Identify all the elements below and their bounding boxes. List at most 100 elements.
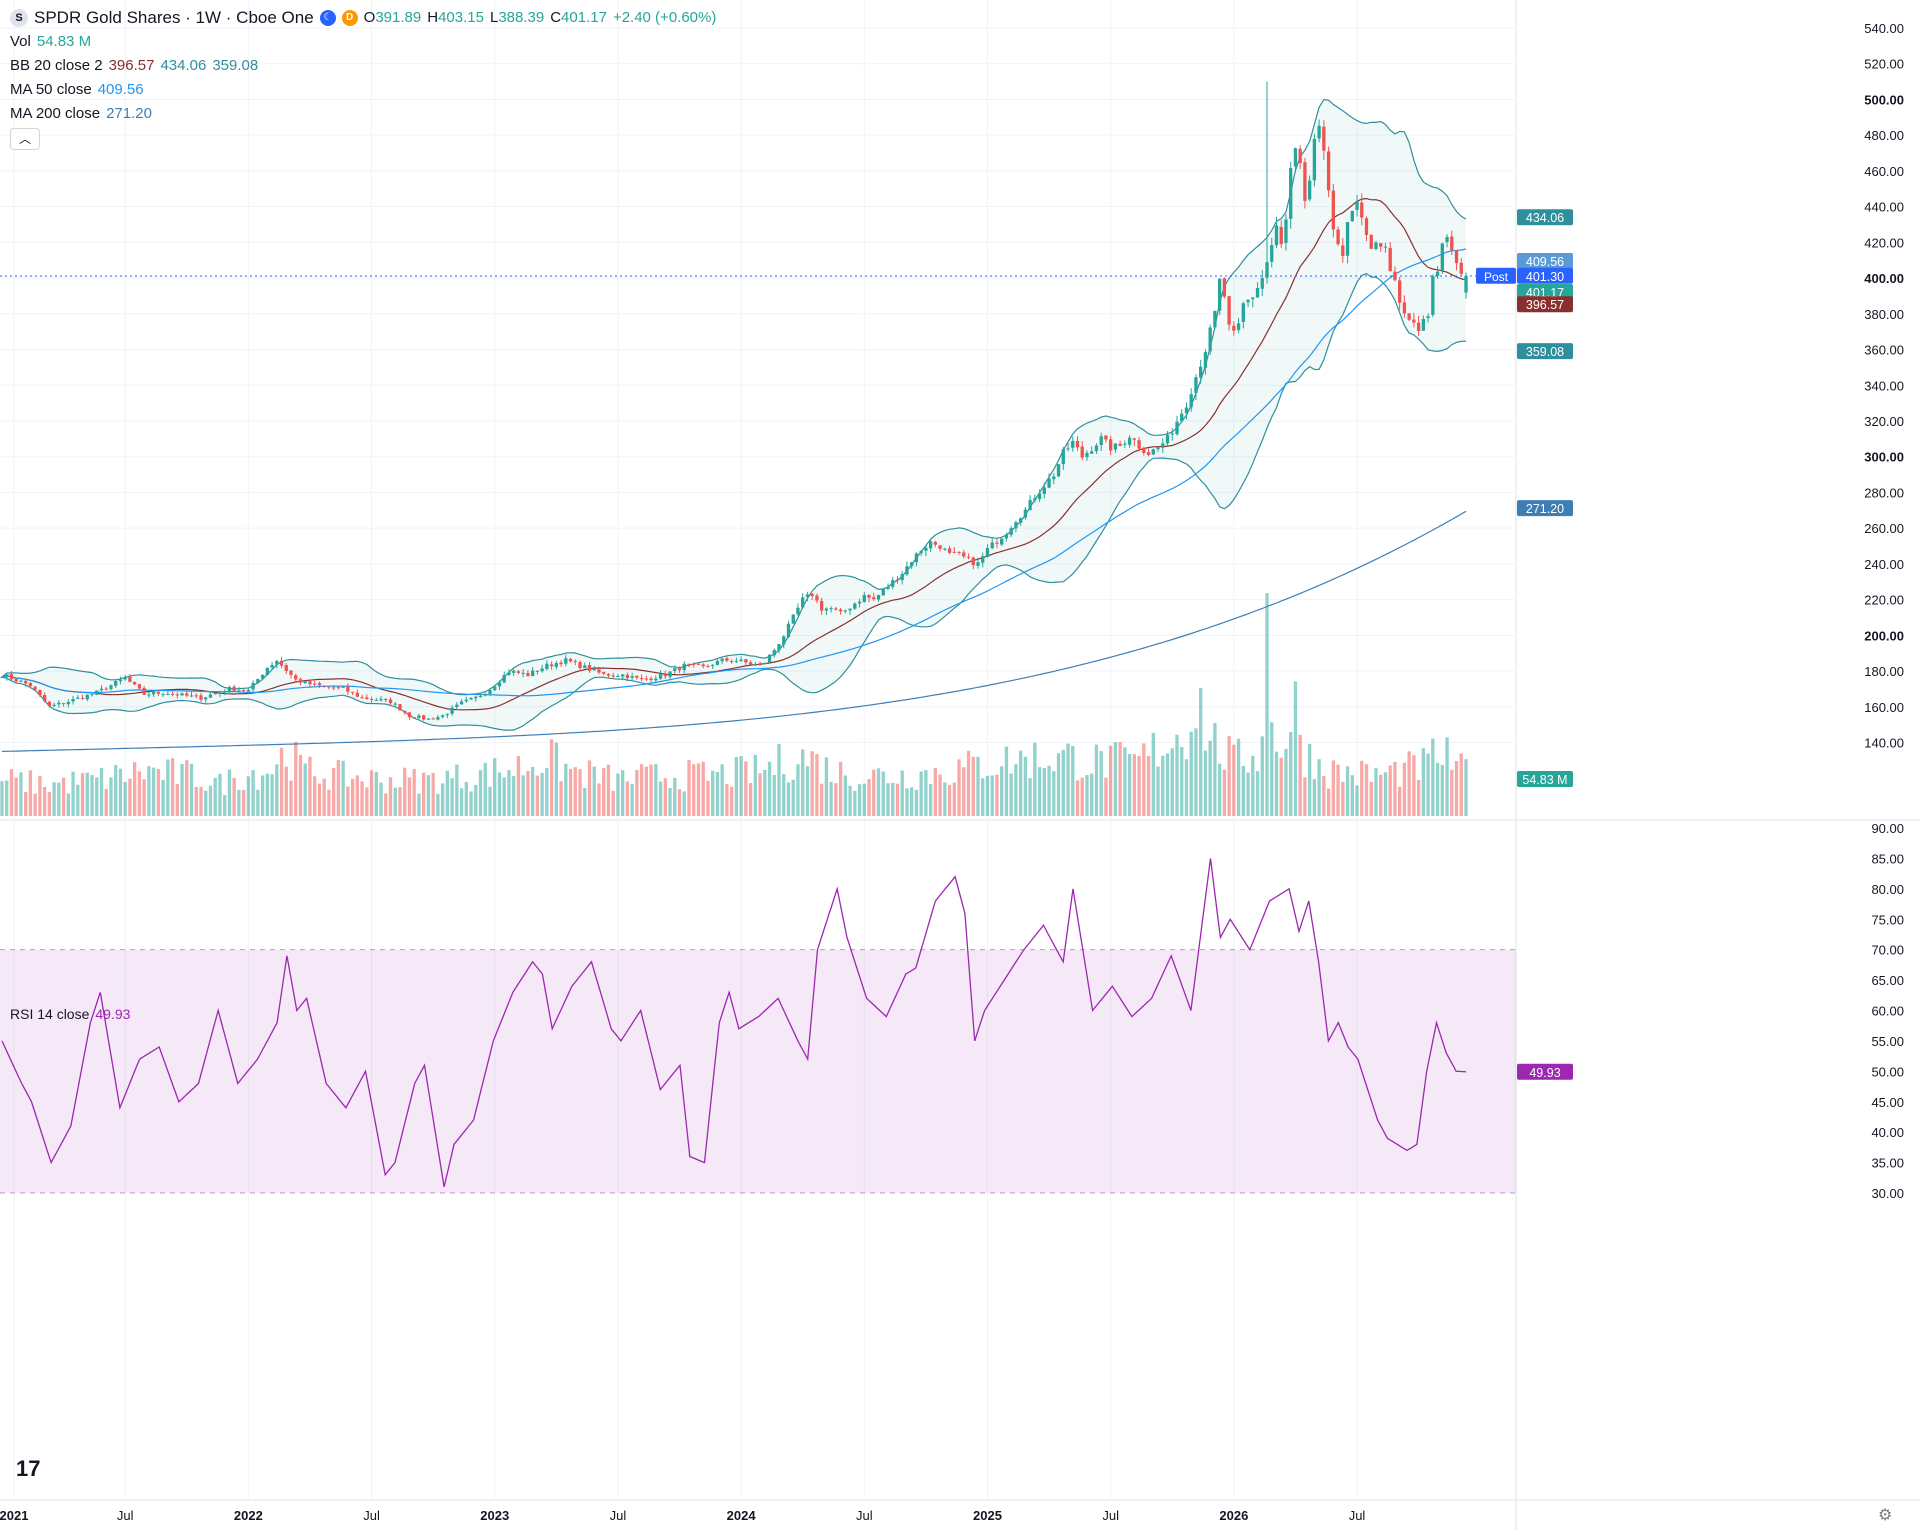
price-axis[interactable]: 540.00 520.00 500.00 480.00 460.00 440.00 420.… (1864, 21, 1904, 1201)
candle-body (853, 603, 857, 609)
bb-legend[interactable]: BB 20 close 2 396.57 434.06 359.08 (10, 54, 716, 78)
candle-body (218, 692, 222, 694)
volume-bar (289, 780, 293, 816)
volume-bar (137, 771, 142, 816)
volume-bar (1056, 753, 1061, 816)
candle-body (331, 687, 336, 689)
candle-body (223, 691, 227, 693)
candle-body (422, 715, 426, 720)
volume-bar (1033, 742, 1037, 816)
candle-body (180, 693, 184, 696)
rsi-badge: 49.93 (1517, 1063, 1573, 1080)
volume-bar (275, 764, 279, 816)
ma50-badge-bg (1517, 252, 1573, 269)
volume-bar (1222, 769, 1227, 816)
candle-body (185, 693, 189, 696)
candle-body (895, 579, 900, 581)
symbol-row[interactable]: S SPDR Gold Shares · 1W · Cboe One ☾ D O… (10, 6, 716, 30)
price-tick-label: 400.00 (1864, 271, 1904, 286)
volume-bar (644, 766, 649, 816)
ma50-legend[interactable]: MA 50 close 409.56 (10, 78, 716, 102)
candle-body (469, 697, 473, 700)
candle-body (625, 674, 630, 679)
volume-bar (876, 768, 881, 816)
bb-lower-line (1, 273, 1467, 731)
candle-body (545, 663, 549, 670)
candle-body (744, 659, 748, 663)
candle-body (393, 703, 397, 705)
volume-bar (218, 773, 222, 816)
volume-bar (1018, 750, 1023, 816)
collapse-legend-button[interactable]: ︿ (10, 128, 40, 150)
candle-body (881, 589, 885, 596)
volume-bar (474, 784, 478, 816)
candle-body (663, 673, 667, 677)
candle-body (962, 552, 966, 557)
high-label: H (427, 9, 439, 26)
volume-bar (1459, 753, 1463, 816)
volume-bar (1398, 786, 1402, 816)
candle-body (521, 672, 525, 674)
volume-bar (379, 782, 383, 816)
volume-bar (995, 774, 999, 816)
candle-body (540, 668, 544, 672)
volume-bar (1151, 732, 1155, 816)
volume-bar (1161, 755, 1165, 816)
volume-bar (369, 770, 374, 816)
candle-body (256, 679, 260, 683)
delayed-icon: D (341, 10, 358, 26)
candle-body (1180, 413, 1184, 421)
candle-body (1033, 498, 1037, 501)
volume-bar (1066, 743, 1070, 816)
volume-bar (1345, 766, 1350, 816)
price-tick-label: 440.00 (1864, 200, 1904, 215)
volume-bar (1284, 748, 1288, 816)
volume-bar (729, 786, 734, 816)
gear-icon[interactable]: ⚙ (1878, 1507, 1893, 1524)
volume-bar (933, 767, 938, 816)
volume-bar (791, 779, 795, 816)
candle-body (530, 670, 535, 677)
volume-bar (1303, 777, 1307, 816)
volume-bar (95, 777, 99, 816)
candle-body (57, 702, 61, 705)
volume-bar (251, 770, 255, 816)
volume-bar (843, 775, 847, 816)
volume-bar (1175, 734, 1179, 816)
bollinger-band-fill (2, 99, 1466, 731)
volume-bar (1274, 751, 1279, 816)
candle-body (227, 687, 232, 692)
candle-body (1151, 449, 1155, 455)
candle-body (1161, 443, 1165, 448)
tradingview-logo-icon[interactable]: 17 (16, 1456, 41, 1481)
time-axis[interactable]: 2021 Jul 2022 Jul 2023 Jul 2024 Jul 2025 Jul 2026 J… (0, 1508, 1365, 1523)
volume-bar (1099, 751, 1103, 816)
volume-bar (554, 742, 558, 816)
rsi-label: RSI 14 close (10, 1006, 90, 1022)
rsi-legend[interactable]: RSI 14 close 49.93 (10, 1006, 130, 1022)
volume-bar (246, 776, 251, 816)
volume-bar (895, 783, 900, 816)
volume-bar (1246, 772, 1250, 816)
volume-bar (350, 778, 355, 816)
candle-body (507, 672, 511, 675)
bb-lower-badge-text: 359.08 (1526, 345, 1564, 359)
volume-bar (578, 769, 582, 816)
bb-lower-badge-bg (1517, 343, 1573, 360)
candle-body (1464, 275, 1468, 293)
volume-bar (625, 781, 630, 816)
volume-bar (891, 782, 895, 816)
volume-bar (147, 766, 151, 816)
volume-bar (583, 787, 587, 816)
candle-body (52, 704, 56, 706)
ma200-legend[interactable]: MA 200 close 271.20 (10, 102, 716, 126)
volume-bar (914, 789, 919, 816)
vol-legend[interactable]: Vol 54.83 M (10, 30, 716, 54)
indicator-lines (0, 98, 1516, 752)
volume-bar (853, 790, 857, 816)
symbol-title[interactable]: SPDR Gold Shares · 1W · Cboe One (34, 8, 314, 27)
candle-body (1374, 242, 1378, 250)
volume-bar (1080, 777, 1084, 816)
